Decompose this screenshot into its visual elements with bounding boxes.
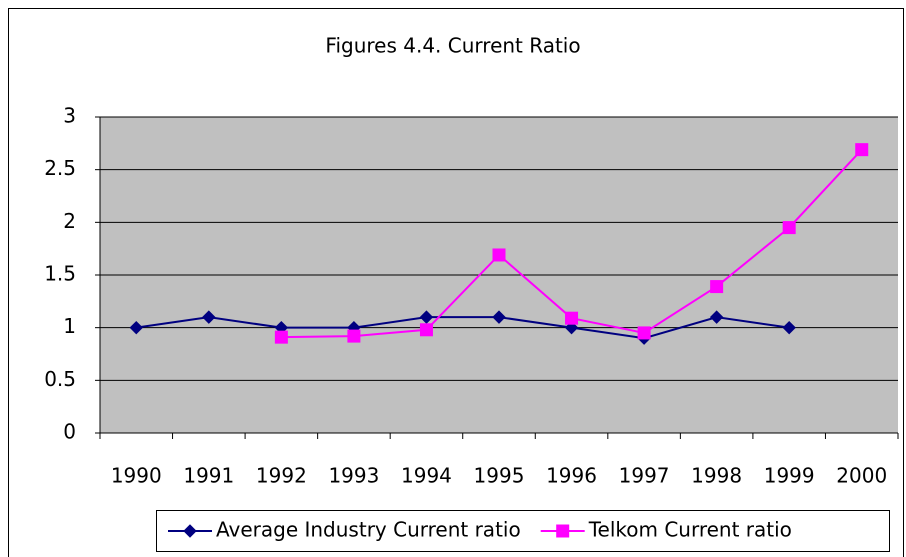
x-tick-label: 1996 bbox=[546, 464, 597, 488]
legend-marker bbox=[183, 524, 197, 538]
x-tick-label: 1997 bbox=[619, 464, 670, 488]
data-point bbox=[492, 310, 506, 324]
y-tick-label: 1.5 bbox=[44, 262, 76, 286]
x-tick-label: 1995 bbox=[474, 464, 525, 488]
x-tick-label: 2000 bbox=[836, 464, 887, 488]
x-tick-label: 1990 bbox=[111, 464, 162, 488]
legend-label: Telkom Current ratio bbox=[588, 518, 792, 542]
y-tick-label: 0 bbox=[63, 420, 76, 444]
x-tick-label: 1992 bbox=[256, 464, 307, 488]
data-point bbox=[709, 310, 724, 324]
x-tick-label: 1994 bbox=[401, 464, 452, 488]
y-tick-label: 1 bbox=[63, 314, 76, 338]
y-tick-label: 2.5 bbox=[44, 156, 76, 180]
data-point bbox=[347, 329, 361, 343]
x-tick-label: 1999 bbox=[764, 464, 815, 488]
data-point bbox=[782, 221, 796, 235]
y-tick-label: 3 bbox=[63, 104, 76, 128]
legend-box bbox=[156, 510, 890, 552]
data-point bbox=[492, 248, 506, 262]
x-tick-label: 1993 bbox=[328, 464, 379, 488]
data-point bbox=[782, 320, 796, 335]
data-point bbox=[419, 323, 433, 337]
y-tick-label: 2 bbox=[63, 209, 76, 233]
data-point bbox=[274, 330, 288, 344]
data-point bbox=[637, 326, 651, 340]
data-point bbox=[855, 143, 869, 157]
legend-label: Average Industry Current ratio bbox=[216, 518, 521, 542]
series-line bbox=[136, 316, 790, 340]
data-point bbox=[710, 280, 724, 294]
y-tick-label: 0.5 bbox=[44, 367, 76, 391]
data-point bbox=[129, 320, 143, 335]
x-tick-label: 1991 bbox=[183, 464, 234, 488]
chart-title: Figures 4.4. Current Ratio bbox=[325, 34, 580, 58]
data-point bbox=[202, 310, 216, 324]
x-tick-label: 1998 bbox=[691, 464, 742, 488]
data-point bbox=[565, 311, 579, 325]
data-point bbox=[419, 310, 434, 324]
legend-marker bbox=[556, 524, 570, 538]
